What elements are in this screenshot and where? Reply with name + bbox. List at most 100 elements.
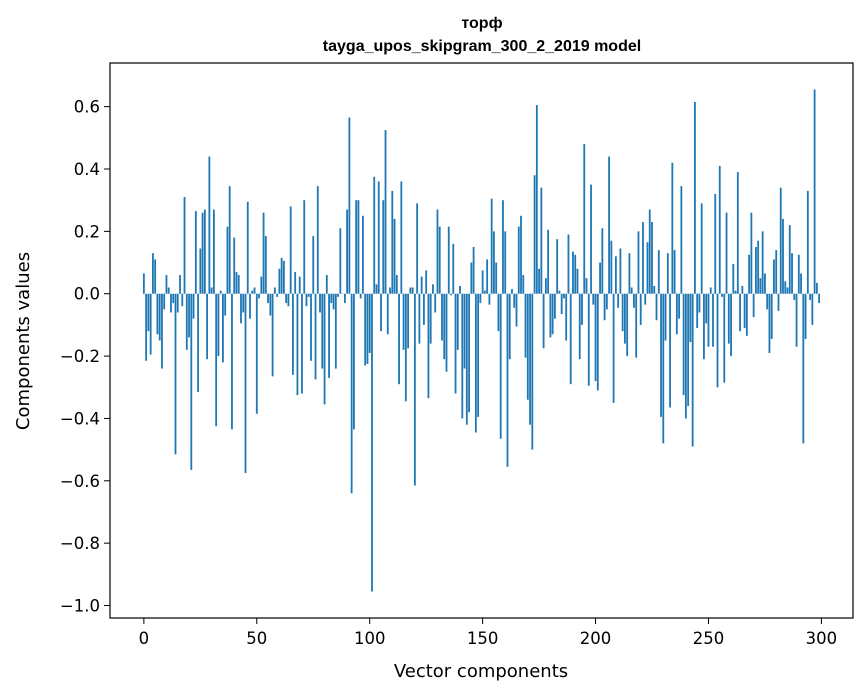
bar-171 (529, 293, 531, 425)
bar-84 (332, 293, 335, 310)
bar-86 (337, 293, 339, 297)
bar-136 (450, 293, 452, 296)
bar-231 (664, 293, 667, 341)
bar-54 (264, 236, 267, 294)
bar-199 (592, 293, 595, 305)
bar-192 (576, 268, 579, 294)
bar-12 (170, 293, 172, 313)
bar-132 (441, 293, 443, 341)
bar-98 (364, 293, 367, 366)
bar-179 (547, 229, 550, 294)
bar-219 (637, 231, 640, 294)
bar-244 (694, 101, 696, 294)
bar-254 (716, 293, 719, 388)
bar-212 (621, 293, 624, 332)
bar-210 (617, 293, 620, 308)
bar-41 (235, 271, 238, 294)
bar-260 (730, 293, 732, 357)
bar-218 (635, 293, 638, 358)
bar-264 (739, 293, 741, 332)
bar-245 (696, 293, 699, 329)
bar-30 (210, 287, 213, 294)
bar-277 (768, 293, 771, 353)
y-tick-label: −0.4 (60, 409, 100, 428)
bar-111 (393, 218, 396, 294)
bar-105 (380, 293, 382, 332)
bar-278 (770, 293, 773, 339)
bar-142 (463, 293, 466, 369)
bar-229 (660, 293, 662, 417)
bar-118 (409, 287, 412, 294)
x-tick-label: 100 (354, 629, 386, 648)
bar-189 (569, 293, 572, 385)
bar-163 (511, 289, 513, 294)
bar-93 (353, 293, 355, 430)
plot-area-frame (109, 62, 854, 619)
bar-10 (165, 275, 168, 294)
bar-238 (680, 186, 683, 294)
bar-268 (748, 254, 751, 294)
bar-279 (773, 259, 775, 294)
bar-95 (357, 200, 360, 294)
bar-250 (707, 293, 710, 347)
bar-247 (700, 203, 703, 294)
x-tick-label: 150 (467, 629, 499, 648)
bar-80 (323, 293, 326, 405)
bar-283 (782, 218, 784, 294)
bar-126 (427, 293, 430, 399)
bar-92 (350, 293, 353, 494)
bar-228 (657, 250, 660, 294)
bar-4 (152, 253, 154, 294)
bar-110 (391, 190, 394, 294)
bar-175 (538, 268, 540, 294)
bar-97 (362, 215, 364, 294)
bar-174 (535, 105, 538, 294)
bar-48 (251, 290, 254, 294)
bar-286 (788, 225, 791, 294)
bar-141 (461, 293, 464, 419)
bar-40 (233, 237, 236, 294)
bar-62 (282, 260, 285, 294)
bar-89 (343, 293, 346, 304)
bar-194 (581, 293, 583, 325)
bar-255 (718, 165, 721, 294)
bar-248 (703, 293, 705, 360)
bar-235 (673, 250, 676, 294)
bar-69 (298, 276, 301, 294)
bar-60 (278, 268, 281, 294)
bars (142, 89, 821, 592)
bar-21 (190, 293, 193, 470)
bar-183 (556, 239, 559, 294)
bar-78 (319, 293, 321, 313)
bar-241 (687, 293, 690, 406)
y-tick-label: 0.2 (74, 222, 100, 241)
bar-259 (727, 293, 730, 344)
bar-101 (371, 293, 373, 592)
bar-104 (377, 181, 380, 294)
bar-3 (149, 293, 152, 355)
bar-169 (524, 293, 527, 358)
bar-161 (506, 293, 509, 467)
bar-106 (382, 200, 385, 294)
x-axis-ticks: 0 50 100 150 200 250 300 (139, 618, 837, 648)
bar-149 (479, 293, 482, 304)
bar-222 (644, 293, 647, 305)
x-tick-label: 250 (693, 629, 725, 648)
bar-114 (400, 181, 403, 294)
bar-119 (411, 287, 414, 294)
bar-122 (418, 293, 421, 344)
bar-42 (237, 275, 240, 294)
bar-233 (669, 293, 671, 408)
bar-117 (407, 293, 410, 349)
bar-253 (714, 193, 717, 294)
bar-59 (276, 293, 279, 297)
bar-221 (642, 222, 644, 294)
bar-37 (226, 226, 229, 294)
bar-270 (752, 293, 755, 318)
bar-266 (743, 293, 746, 329)
bar-280 (775, 250, 778, 294)
bar-55 (267, 293, 269, 304)
bar-151 (483, 290, 486, 294)
bar-290 (797, 254, 800, 294)
bar-56 (269, 293, 272, 316)
